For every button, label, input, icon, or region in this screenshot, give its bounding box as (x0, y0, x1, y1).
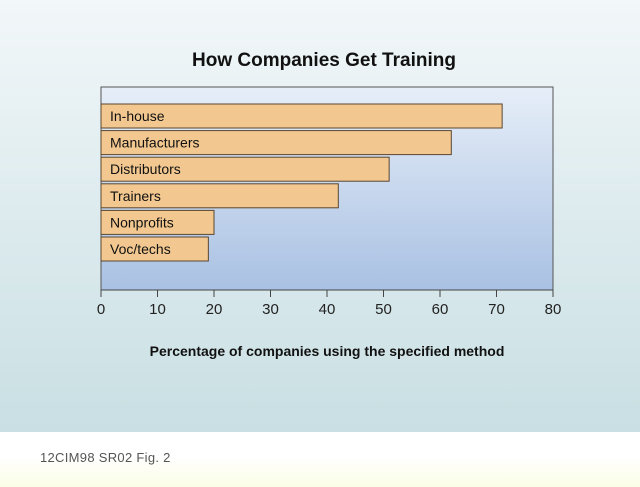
bar-chart: How Companies Get Training In-house Manuf… (97, 50, 562, 359)
x-tick-label: 0 (97, 301, 105, 318)
x-tick-label: 60 (432, 301, 449, 318)
x-tick-label: 30 (262, 301, 279, 318)
bar-in-house (100, 103, 503, 129)
x-tick-label: 10 (149, 301, 166, 318)
chart-title: How Companies Get Training (192, 50, 456, 71)
bar-label: Voc/techs (110, 241, 171, 257)
x-tick-label: 50 (375, 301, 392, 318)
figure-caption: 12CIM98 SR02 Fig. 2 (40, 450, 171, 465)
bar-distributors (100, 156, 390, 182)
x-axis-ticks: 0 10 20 30 40 50 60 70 80 (97, 290, 562, 318)
x-tick-label: 20 (206, 301, 223, 318)
x-tick-label: 80 (545, 301, 562, 318)
x-tick-label: 70 (488, 301, 505, 318)
bar-label: Distributors (110, 161, 181, 177)
x-tick-label: 40 (319, 301, 336, 318)
bar-label: Nonprofits (110, 214, 174, 230)
footer-band (0, 432, 640, 487)
bar-voc-techs (100, 236, 209, 262)
bar-nonprofits (100, 209, 215, 235)
bar-label: Trainers (110, 188, 161, 204)
bar-label: Manufacturers (110, 135, 199, 151)
bar-trainers (100, 183, 339, 209)
bar-label: In-house (110, 108, 165, 124)
x-axis-label: Percentage of companies using the specif… (150, 343, 505, 359)
bars-group: In-house Manufacturers Distributors Trainer… (100, 103, 503, 262)
bar-manufacturers (100, 130, 452, 156)
